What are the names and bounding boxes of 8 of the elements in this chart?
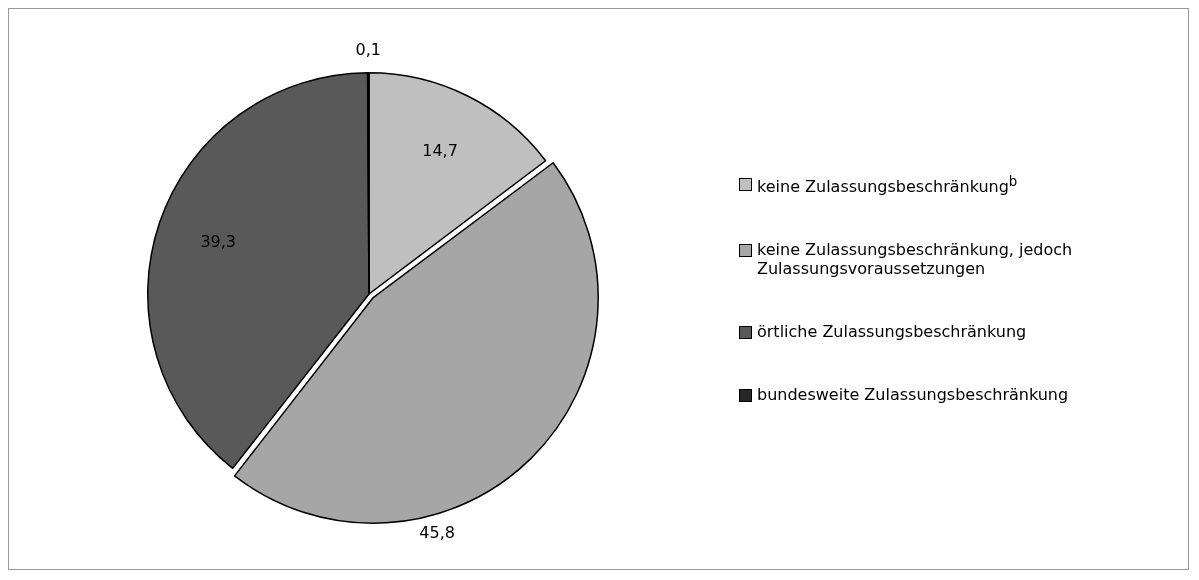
data-label: 45,8 bbox=[419, 522, 455, 542]
legend-label: keine Zulassungsbeschränkung$^{b}$ bbox=[757, 173, 1018, 197]
data-label: 39,3 bbox=[200, 231, 237, 251]
legend-label: örtliche Zulassungsbeschränkung bbox=[757, 322, 1027, 342]
data-label: 0,1 bbox=[355, 39, 381, 59]
legend-label: keine Zulassungsbeschränkung, jedoch Zulassungsvoraussetzungen bbox=[757, 240, 1074, 279]
legend-label: bundesweite Zulassungsbeschränkung bbox=[757, 385, 1069, 405]
data-label: 14,7 bbox=[422, 140, 458, 160]
